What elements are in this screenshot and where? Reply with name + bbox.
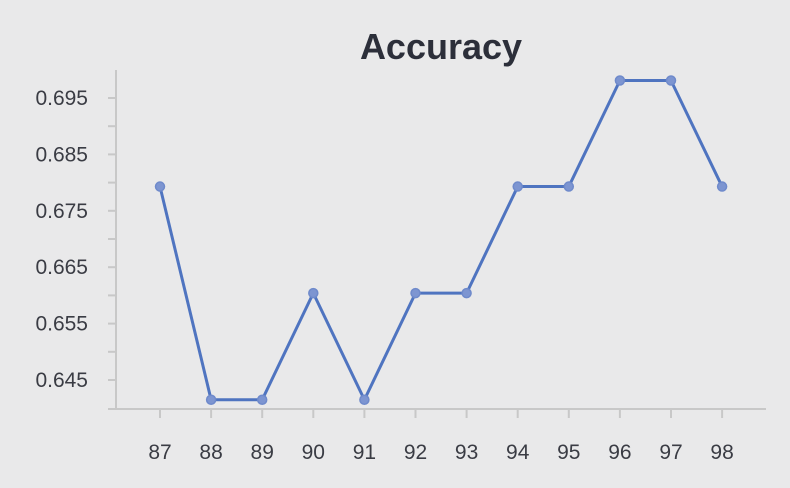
x-tick-label: 90 xyxy=(302,441,325,464)
y-tick-label: 0.665 xyxy=(35,256,88,279)
x-tick-label: 87 xyxy=(148,441,171,464)
y-axis-ticks: 0.645 0.655 0.665 0.675 0.685 0.695 xyxy=(35,87,116,392)
data-point[interactable] xyxy=(359,394,370,405)
x-tick-label: 91 xyxy=(353,441,376,464)
x-tick-label: 92 xyxy=(404,441,427,464)
data-point[interactable] xyxy=(308,287,319,299)
x-axis-ticks: 87 88 89 90 91 92 93 94 95 96 97 98 xyxy=(148,409,734,464)
y-tick-label: 0.695 xyxy=(35,87,88,110)
accuracy-series-line xyxy=(158,79,724,402)
data-point[interactable] xyxy=(614,75,626,86)
data-point[interactable] xyxy=(461,287,472,299)
data-point[interactable] xyxy=(205,394,217,405)
x-tick-label: 98 xyxy=(710,441,733,464)
chart-title: Accuracy xyxy=(360,26,522,67)
data-point[interactable] xyxy=(665,75,677,86)
y-tick-label: 0.645 xyxy=(35,369,88,392)
data-point[interactable] xyxy=(256,394,268,405)
series-layer xyxy=(154,75,728,405)
x-tick-label: 94 xyxy=(506,441,530,464)
y-tick-label: 0.685 xyxy=(35,143,88,166)
data-point[interactable] xyxy=(716,181,728,192)
x-tick-label: 97 xyxy=(659,441,682,464)
y-tick-label: 0.655 xyxy=(35,313,88,336)
y-tick-label: 0.675 xyxy=(35,200,88,223)
x-tick-label: 89 xyxy=(251,441,274,464)
x-tick-label: 88 xyxy=(199,441,222,464)
x-tick-label: 95 xyxy=(557,441,580,464)
data-point[interactable] xyxy=(563,181,575,192)
data-point[interactable] xyxy=(154,181,166,192)
x-tick-label: 96 xyxy=(608,441,631,464)
data-point[interactable] xyxy=(410,287,421,299)
data-point[interactable] xyxy=(512,181,523,192)
x-tick-label: 93 xyxy=(455,441,478,464)
